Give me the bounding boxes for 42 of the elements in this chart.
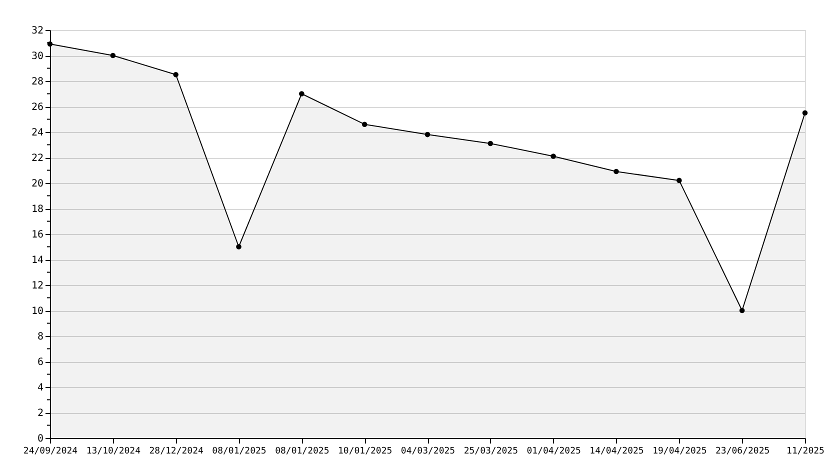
point — [488, 140, 494, 146]
y-tick-label: 6 — [37, 357, 44, 368]
point — [299, 91, 304, 96]
point — [110, 52, 116, 58]
y-tick-label: 0 — [37, 434, 44, 444]
x-tick-label: 28/12/2024 — [149, 446, 204, 456]
y-tick-label: 32 — [31, 26, 44, 36]
x-tick-label: 14/04/2025 — [590, 446, 644, 456]
y-tick-label: 30 — [31, 51, 44, 62]
y-tick-label: 22 — [31, 153, 44, 164]
y-tick-label: 26 — [31, 102, 44, 113]
point — [802, 110, 808, 116]
y-tick-label: 10 — [31, 306, 44, 317]
x-tick-label: 01/04/2025 — [526, 446, 581, 456]
y-tick-label: 12 — [31, 280, 44, 292]
y-tick-label: 16 — [31, 230, 44, 240]
y-tick-label: 18 — [31, 204, 44, 215]
point — [362, 122, 368, 127]
x-tick-label: 11/2025 — [786, 446, 824, 456]
y-tick-label: 4 — [37, 382, 44, 394]
point — [676, 178, 682, 184]
x-tick-label: 25/03/2025 — [464, 446, 518, 456]
point — [173, 72, 178, 78]
y-tick-label: 8 — [37, 332, 44, 342]
point — [614, 168, 619, 174]
y-tick-label: 2 — [37, 408, 44, 419]
y-tick-label: 20 — [31, 178, 44, 190]
point — [424, 132, 430, 138]
x-tick-label: 08/01/2025 — [212, 446, 266, 456]
y-tick-label: 24 — [31, 128, 44, 138]
x-tick-label: 08/01/2025 — [275, 446, 330, 456]
point — [739, 308, 745, 314]
x-tick-label: 24/09/2024 — [23, 446, 78, 456]
x-tick-label: 23/06/2025 — [715, 446, 770, 456]
point — [236, 244, 242, 250]
x-tick-label: 04/03/2025 — [400, 446, 456, 456]
x-tick-label: 19/04/2025 — [652, 446, 707, 456]
point — [550, 154, 556, 159]
x-tick-label: 10/01/2025 — [338, 446, 392, 456]
x-tick-label: 13/10/2024 — [86, 446, 141, 456]
y-tick-label: 14 — [31, 255, 44, 266]
y-tick-label: 28 — [31, 76, 44, 88]
